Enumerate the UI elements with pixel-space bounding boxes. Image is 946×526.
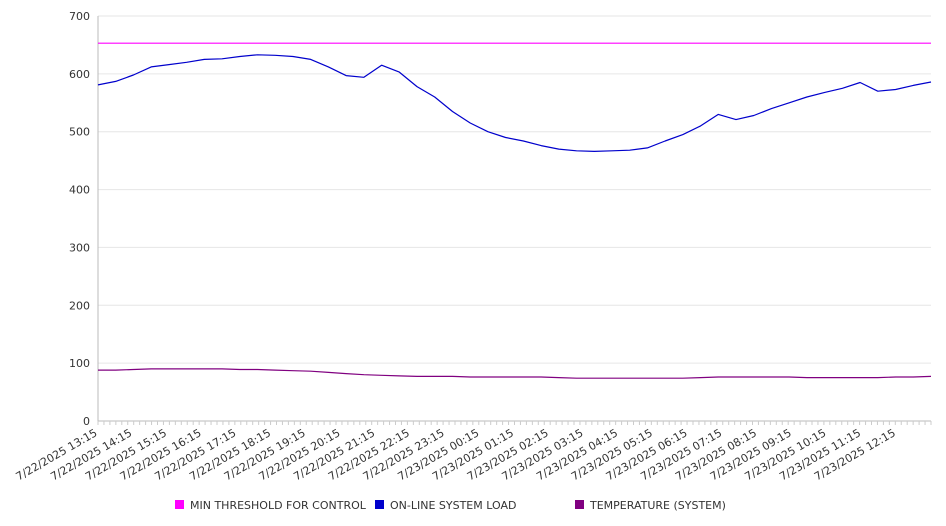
y-tick-label: 500 bbox=[69, 126, 90, 139]
legend-swatch bbox=[375, 500, 384, 509]
y-tick-label: 0 bbox=[83, 415, 90, 428]
legend-swatch bbox=[575, 500, 584, 509]
grid-lines bbox=[98, 15, 931, 364]
legend-label: ON-LINE SYSTEM LOAD bbox=[390, 499, 516, 512]
y-tick-label: 600 bbox=[69, 68, 90, 81]
y-axis-ticks: 0 100 200 300 400 500 600 700 bbox=[69, 10, 90, 428]
series-line bbox=[97, 54, 932, 152]
axes bbox=[97, 16, 932, 425]
legend-swatch bbox=[175, 500, 184, 509]
legend-label: MIN THRESHOLD FOR CONTROL bbox=[190, 499, 367, 512]
x-axis-ticks: 7/22/2025 13:157/22/2025 14:157/22/2025 … bbox=[14, 426, 898, 483]
y-tick-label: 100 bbox=[69, 357, 90, 370]
y-tick-label: 300 bbox=[69, 241, 90, 254]
legend-label: TEMPERATURE (SYSTEM) bbox=[589, 499, 726, 512]
series-line bbox=[98, 368, 932, 379]
y-tick-label: 200 bbox=[69, 299, 90, 312]
y-tick-label: 400 bbox=[69, 184, 90, 197]
legend: MIN THRESHOLD FOR CONTROL ON-LINE SYSTEM … bbox=[175, 499, 726, 512]
series-lines bbox=[97, 42, 932, 379]
y-tick-label: 700 bbox=[69, 10, 90, 23]
